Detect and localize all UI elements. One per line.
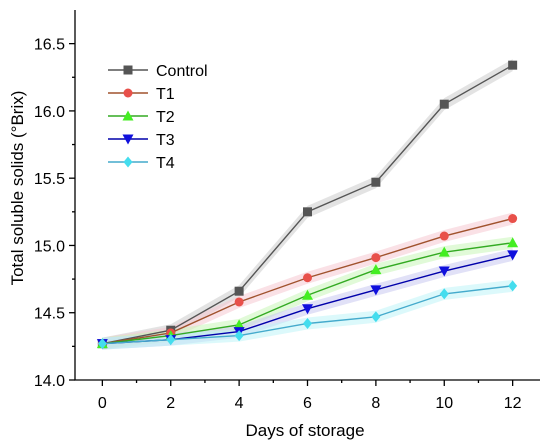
y-tick-label: 15.0 (34, 238, 65, 255)
legend-item: T1 (108, 86, 175, 103)
x-tick-label: 4 (235, 395, 244, 412)
series-line (102, 64, 513, 345)
data-point (234, 330, 244, 342)
legend-item: Control (108, 63, 208, 80)
y-tick-label: 16.5 (34, 37, 65, 54)
x-tick-label: 10 (435, 395, 453, 412)
data-point (507, 237, 519, 248)
legend-marker (122, 134, 134, 145)
legend-label: T4 (156, 155, 175, 172)
data-point (439, 288, 449, 300)
legend-label: T2 (156, 109, 175, 126)
x-tick-label: 12 (504, 395, 522, 412)
data-point (303, 207, 312, 217)
data-point (371, 253, 381, 263)
legend-marker (123, 65, 133, 75)
data-point (371, 177, 381, 187)
y-axis-label: Total soluble solids (°Brix) (8, 91, 27, 286)
data-point (166, 334, 176, 346)
y-tick-label: 16.0 (34, 104, 65, 121)
legend-item: T3 (108, 132, 175, 149)
y-tick-label: 14.5 (34, 306, 65, 323)
data-point (439, 231, 449, 241)
data-point (439, 99, 449, 109)
series-band (102, 279, 513, 350)
data-point (438, 246, 450, 257)
legend: Control T1 T2 T3 T4 (108, 63, 208, 172)
data-point (371, 311, 381, 323)
data-point (508, 214, 518, 224)
legend-marker (123, 156, 133, 168)
legend-marker (122, 110, 134, 121)
data-point (507, 250, 519, 261)
data-point (97, 338, 107, 350)
data-point (508, 280, 518, 292)
data-point (508, 60, 518, 70)
data-point (438, 266, 450, 277)
y-ticks: 14.0 14.5 15.0 15.5 16.0 16.5 (34, 37, 75, 390)
data-point (234, 286, 244, 296)
data-point (233, 319, 245, 330)
data-point (370, 264, 382, 275)
series-t4 (97, 280, 518, 350)
legend-marker (123, 88, 133, 98)
data-point (302, 304, 313, 315)
data-point (303, 317, 312, 329)
x-ticks: 0 2 4 6 8 10 12 (98, 380, 522, 412)
legend-label: T3 (156, 132, 175, 149)
x-tick-label: 2 (166, 395, 175, 412)
data-point (302, 289, 313, 300)
data-point (234, 297, 244, 307)
x-axis-label: Days of storage (245, 421, 364, 440)
data-point (370, 285, 382, 296)
x-tick-label: 6 (303, 395, 312, 412)
legend-item: T4 (108, 155, 175, 172)
legend-item: T2 (108, 109, 175, 126)
series-group (96, 60, 519, 350)
legend-label: Control (156, 63, 208, 80)
x-tick-label: 8 (371, 395, 380, 412)
legend-label: T1 (156, 86, 175, 103)
data-point (303, 273, 312, 283)
y-tick-label: 15.5 (34, 171, 65, 188)
x-tick-label: 0 (98, 395, 107, 412)
y-tick-label: 14.0 (34, 373, 65, 390)
